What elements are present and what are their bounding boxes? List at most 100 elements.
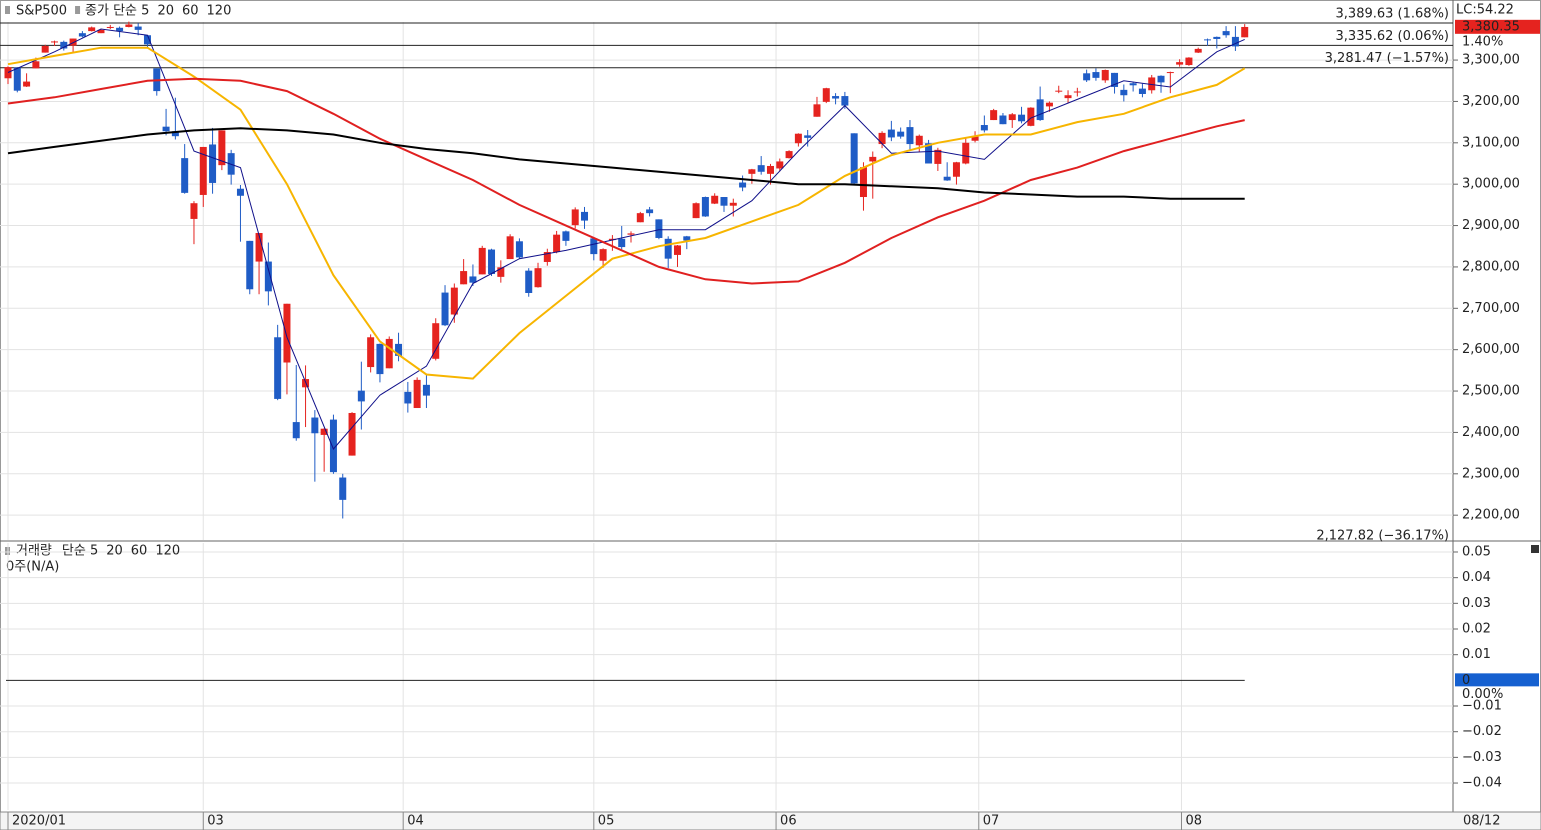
candle-body — [1008, 114, 1016, 121]
candle-body — [125, 24, 133, 27]
x-tick-label: 04 — [407, 814, 424, 829]
candle-body — [432, 323, 440, 359]
candle-body — [1027, 107, 1035, 126]
candle-body — [766, 165, 774, 174]
last-change-label: 0.00% — [1462, 687, 1503, 702]
candle-body — [1064, 95, 1072, 99]
candle-body — [4, 67, 12, 79]
y-tick-label: 0.04 — [1462, 570, 1491, 585]
candle-body — [395, 343, 403, 356]
candle-body — [1018, 114, 1026, 122]
candle-body — [739, 182, 747, 188]
candle-body — [822, 88, 830, 102]
y-tick-label: 0.02 — [1462, 622, 1491, 637]
y-tick-label: 0.03 — [1462, 596, 1491, 611]
candle-body — [869, 156, 877, 162]
candle-body — [497, 267, 505, 277]
candle-body — [915, 135, 923, 146]
y-tick-label: −0.02 — [1462, 724, 1502, 739]
candle-body — [236, 188, 244, 196]
candle-body — [348, 412, 356, 456]
reference-label: 3,389.63 (1.68%) — [1336, 6, 1449, 21]
change-label: 1.40% — [1462, 34, 1503, 49]
y-tick-label: 2,300,00 — [1462, 466, 1520, 481]
candle-body — [1036, 99, 1044, 121]
candle-body — [804, 135, 812, 138]
candle-body — [701, 197, 709, 217]
candle-body — [69, 38, 77, 46]
candle-body — [581, 211, 589, 221]
candle-body — [422, 384, 430, 396]
candle-body — [1194, 48, 1202, 53]
candle-body — [367, 337, 375, 368]
candle-body — [1129, 83, 1137, 86]
candle-body — [785, 151, 793, 159]
candle-body — [1073, 91, 1081, 93]
candle-body — [320, 428, 328, 435]
legend-icon — [75, 6, 81, 14]
lc-label: LC:54.22 — [1456, 2, 1514, 17]
y-tick-label: 3,300,00 — [1462, 53, 1520, 68]
candle-body — [329, 419, 337, 473]
candle-body — [1111, 72, 1119, 87]
x-tick-label: 05 — [598, 814, 615, 829]
last-price-label: 3,380.35 — [1462, 19, 1520, 34]
candle-body — [23, 81, 31, 87]
y-tick-label: −0.03 — [1462, 750, 1502, 765]
candle-body — [50, 41, 58, 43]
x-tick-label: 06 — [780, 814, 797, 829]
legend-entry: 120 — [155, 544, 180, 559]
candle-body — [60, 41, 68, 49]
x-tick-label: 07 — [983, 814, 1000, 829]
candle-body — [655, 219, 663, 238]
candle-body — [673, 245, 681, 255]
candle-body — [515, 241, 523, 258]
candle-body — [469, 276, 477, 283]
candle-body — [78, 33, 86, 37]
candle-body — [1055, 90, 1063, 92]
reference-label: 3,335.62 (0.06%) — [1336, 29, 1449, 44]
candle-body — [925, 143, 933, 164]
candle-body — [720, 197, 728, 206]
last-value-label: 0 — [1462, 673, 1470, 688]
candle-body — [357, 390, 365, 402]
candle-body — [934, 149, 942, 164]
y-tick-label: 3,000,00 — [1462, 177, 1520, 192]
candle-body — [794, 133, 802, 144]
y-tick-label: 2,200,00 — [1462, 508, 1520, 523]
candle-body — [209, 144, 217, 183]
candle-body — [88, 27, 96, 32]
y-tick-label: 2,700,00 — [1462, 301, 1520, 316]
candle-body — [952, 162, 960, 177]
candle-body — [1185, 57, 1193, 66]
candle-body — [776, 161, 784, 169]
candle-body — [971, 136, 979, 141]
reference-label: 3,281.47 (−1.57%) — [1325, 51, 1449, 66]
y-tick-label: 3,200,00 — [1462, 94, 1520, 109]
candle-body — [32, 61, 40, 69]
candle-body — [850, 133, 858, 184]
candle-body — [13, 67, 21, 91]
candle-body — [1166, 72, 1174, 74]
candle-body — [199, 146, 207, 195]
candle-body — [1231, 36, 1239, 47]
candle-body — [1083, 73, 1091, 81]
candle-body — [450, 287, 458, 315]
candle-body — [711, 195, 719, 204]
candle-body — [841, 96, 849, 106]
legend-entry: 종가 단순 5 — [85, 4, 149, 19]
close-button[interactable] — [1531, 545, 1539, 553]
candle-body — [627, 233, 635, 235]
candle-body — [990, 110, 998, 121]
candle-body — [636, 213, 644, 223]
candle-body — [1101, 69, 1109, 81]
candle-body — [980, 125, 988, 131]
candle-body — [190, 203, 198, 219]
x-tick-label: 03 — [207, 814, 224, 829]
candle-body — [506, 236, 514, 260]
candle-body — [311, 417, 319, 434]
candle-body — [832, 96, 840, 99]
y-tick-label: 2,600,00 — [1462, 342, 1520, 357]
